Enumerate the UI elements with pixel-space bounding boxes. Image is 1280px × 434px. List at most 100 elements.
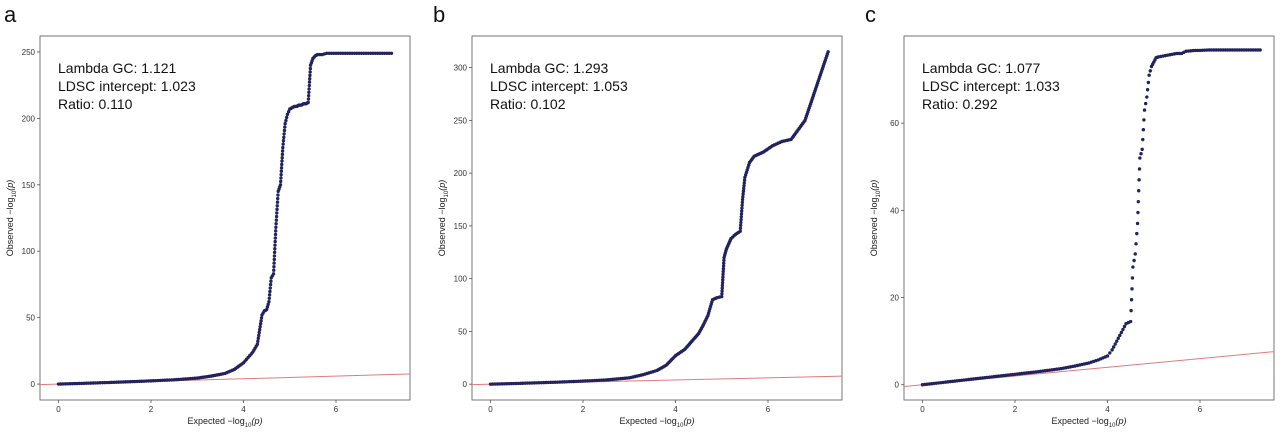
data-point	[720, 294, 724, 299]
data-point	[722, 261, 726, 265]
data-point	[257, 333, 261, 338]
data-point	[275, 200, 280, 204]
y-tick-label: 300	[454, 64, 468, 73]
data-point	[306, 93, 311, 98]
plot-frame	[39, 35, 411, 401]
x-tick-label: 0	[920, 405, 925, 414]
data-point	[267, 293, 272, 297]
data-point	[741, 192, 745, 196]
x-tick-label: 6	[766, 405, 771, 414]
data-point	[271, 272, 276, 276]
stat-annotation: Ratio: 0.102	[490, 96, 566, 112]
data-point	[265, 305, 270, 309]
data-point	[276, 193, 280, 197]
y-tick-label: 250	[22, 48, 36, 57]
stat-annotation: Ratio: 0.110	[58, 96, 133, 112]
data-point	[258, 324, 262, 329]
data-point	[1146, 80, 1151, 85]
data-point	[1136, 210, 1140, 215]
data-point	[307, 87, 311, 91]
panel-letter: a	[4, 2, 17, 27]
data-point	[257, 330, 261, 335]
data-point	[282, 128, 287, 133]
data-point	[306, 97, 311, 101]
data-point	[281, 142, 285, 146]
data-point	[1129, 298, 1134, 302]
y-tick-label: 100	[454, 275, 468, 284]
data-point	[274, 218, 279, 222]
data-point	[283, 125, 287, 129]
x-tick-label: 2	[1013, 405, 1018, 414]
data-point	[284, 118, 288, 123]
x-tick-label: 4	[241, 405, 246, 414]
data-point	[281, 145, 285, 150]
data-point	[742, 186, 746, 191]
panel-letter: c	[865, 2, 876, 27]
data-point	[1135, 221, 1140, 226]
data-point	[720, 286, 724, 290]
data-point	[258, 322, 263, 326]
stat-annotation: Lambda GC: 1.121	[58, 60, 177, 76]
data-point	[1134, 242, 1138, 246]
y-axis-label: Observed −log10(p)	[5, 180, 18, 256]
x-axis-label-variable: (p)	[683, 416, 694, 426]
data-point	[284, 115, 289, 120]
data-point	[267, 296, 271, 300]
data-point	[308, 73, 312, 78]
x-axis-label: Expected −log10(p)	[188, 416, 263, 429]
x-axis-label-variable: (p)	[1115, 416, 1126, 426]
x-tick-label: 2	[149, 405, 154, 414]
data-point	[259, 319, 263, 323]
data-point	[264, 307, 269, 312]
data-point	[281, 139, 286, 143]
data-point	[279, 179, 283, 184]
plot-frame	[471, 35, 843, 401]
data-point	[272, 261, 276, 265]
data-point	[272, 268, 276, 272]
data-point	[268, 286, 272, 290]
data-point	[740, 200, 745, 205]
x-axis-label-variable: (p)	[251, 416, 262, 426]
x-tick-label: 4	[673, 405, 678, 414]
y-tick-label: 60	[890, 119, 899, 128]
data-point	[1121, 327, 1125, 332]
stat-annotation: LDSC intercept: 1.033	[922, 78, 1060, 94]
data-point	[1139, 152, 1143, 156]
y-axis-label: Observed −log10(p)	[437, 180, 450, 256]
y-tick-label: 200	[454, 169, 468, 178]
data-point	[389, 51, 394, 55]
data-point	[1105, 354, 1110, 358]
x-tick-label: 0	[56, 405, 61, 414]
data-point	[282, 135, 286, 140]
data-point	[256, 336, 260, 341]
x-tick-label: 6	[334, 405, 339, 414]
x-tick-label: 6	[1198, 405, 1203, 414]
y-tick-label: 150	[22, 181, 36, 190]
data-point	[256, 339, 260, 343]
data-point	[740, 206, 744, 210]
y-tick-label: 0	[31, 380, 36, 389]
data-point	[1141, 128, 1146, 132]
data-point	[273, 232, 278, 237]
data-points	[488, 50, 830, 386]
y-tick-label: 0	[463, 380, 468, 389]
data-point	[275, 211, 279, 215]
data-point	[721, 269, 725, 274]
data-point	[1142, 108, 1147, 112]
y-tick-label: 100	[22, 247, 36, 256]
data-point	[721, 264, 726, 268]
data-point	[742, 178, 747, 182]
y-tick-label: 40	[890, 206, 899, 215]
stat-annotation: Ratio: 0.292	[922, 96, 998, 112]
data-point	[721, 278, 725, 282]
y-tick-label: 0	[895, 381, 900, 390]
data-point	[1132, 258, 1136, 263]
data-point	[308, 66, 313, 71]
data-point	[740, 203, 744, 207]
data-point	[738, 229, 742, 233]
data-point	[278, 183, 283, 187]
data-point	[1118, 333, 1122, 338]
data-point	[274, 214, 279, 219]
data-point	[308, 70, 312, 74]
